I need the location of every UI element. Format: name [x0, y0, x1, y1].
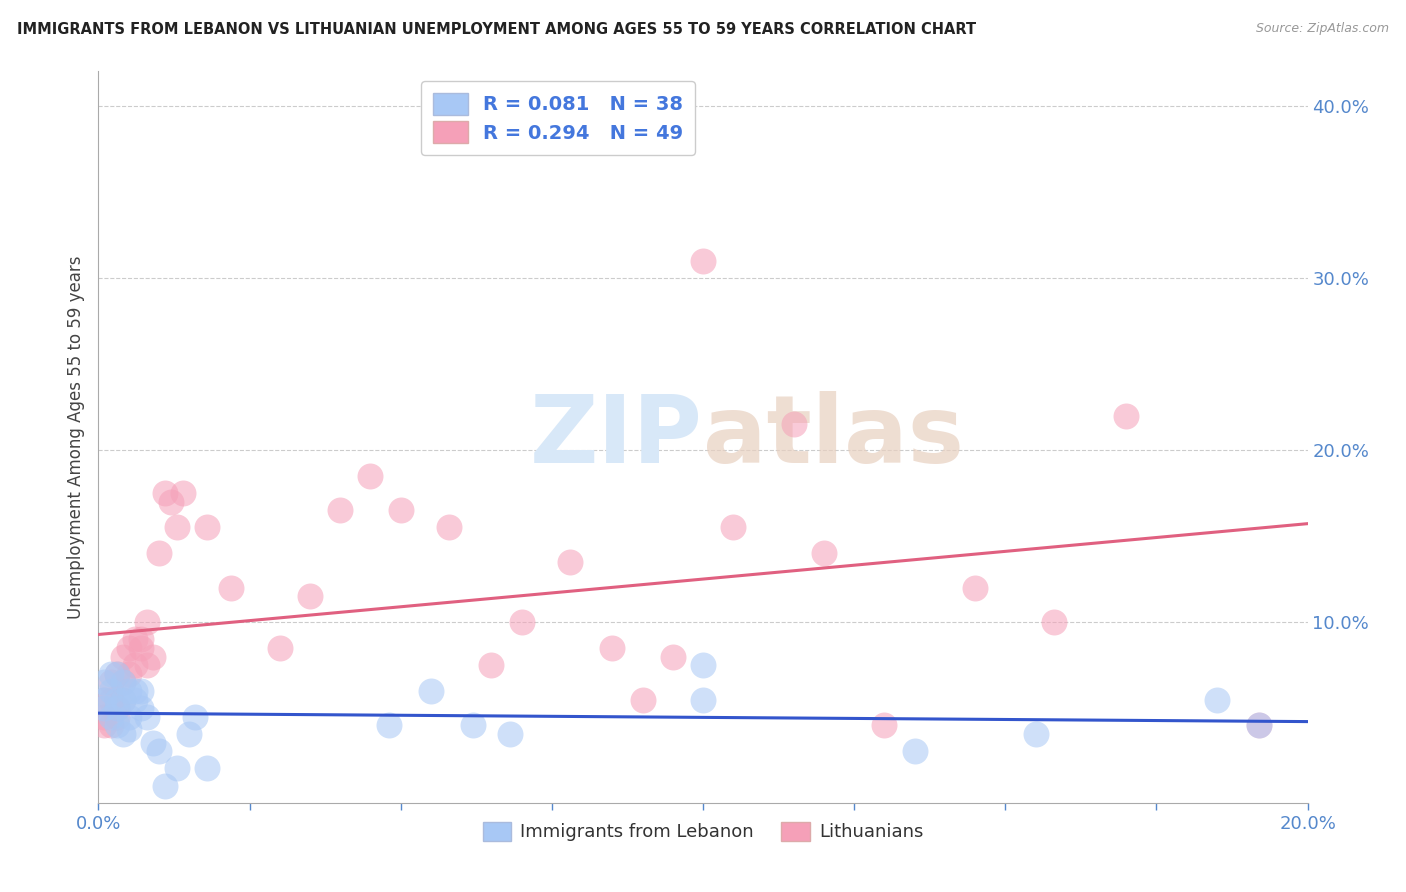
- Point: [118, 710, 141, 724]
- Point: [142, 735, 165, 749]
- Point: [873, 718, 896, 732]
- Point: [299, 589, 322, 603]
- Point: [118, 684, 141, 698]
- Point: [93, 675, 115, 690]
- Point: [1249, 718, 1271, 732]
- Point: [498, 727, 520, 741]
- Point: [111, 675, 134, 690]
- Text: IMMIGRANTS FROM LEBANON VS LITHUANIAN UNEMPLOYMENT AMONG AGES 55 TO 59 YEARS COR: IMMIGRANTS FROM LEBANON VS LITHUANIAN UN…: [17, 22, 976, 37]
- Point: [153, 779, 176, 793]
- Point: [783, 417, 806, 432]
- Point: [269, 640, 291, 655]
- Point: [329, 503, 352, 517]
- Point: [1206, 692, 1229, 706]
- Point: [105, 692, 128, 706]
- Point: [129, 632, 152, 647]
- Point: [105, 701, 128, 715]
- Point: [100, 718, 122, 732]
- Point: [692, 692, 714, 706]
- Point: [124, 684, 146, 698]
- Point: [111, 649, 134, 664]
- Point: [602, 640, 624, 655]
- Point: [148, 546, 170, 560]
- Point: [135, 658, 157, 673]
- Point: [558, 555, 581, 569]
- Point: [692, 658, 714, 673]
- Point: [631, 692, 654, 706]
- Point: [195, 520, 218, 534]
- Point: [172, 486, 194, 500]
- Point: [135, 710, 157, 724]
- Point: [481, 658, 503, 673]
- Point: [166, 761, 188, 775]
- Point: [111, 675, 134, 690]
- Point: [360, 468, 382, 483]
- Point: [437, 520, 460, 534]
- Point: [463, 718, 485, 732]
- Point: [111, 727, 134, 741]
- Point: [1115, 409, 1137, 423]
- Legend: Immigrants from Lebanon, Lithuanians: Immigrants from Lebanon, Lithuanians: [475, 814, 931, 848]
- Point: [510, 615, 533, 629]
- Point: [160, 494, 183, 508]
- Point: [111, 692, 134, 706]
- Point: [420, 684, 443, 698]
- Point: [100, 692, 122, 706]
- Point: [1249, 718, 1271, 732]
- Point: [111, 692, 134, 706]
- Point: [723, 520, 745, 534]
- Point: [124, 692, 146, 706]
- Point: [1042, 615, 1064, 629]
- Point: [153, 486, 176, 500]
- Point: [93, 710, 115, 724]
- Point: [377, 718, 399, 732]
- Point: [813, 546, 835, 560]
- Point: [129, 640, 152, 655]
- Point: [661, 649, 683, 664]
- Point: [93, 701, 115, 715]
- Point: [221, 581, 243, 595]
- Text: ZIP: ZIP: [530, 391, 703, 483]
- Point: [105, 666, 128, 681]
- Point: [184, 710, 207, 724]
- Point: [166, 520, 188, 534]
- Point: [105, 718, 128, 732]
- Point: [118, 722, 141, 736]
- Point: [105, 701, 128, 715]
- Point: [142, 649, 165, 664]
- Point: [124, 632, 146, 647]
- Point: [389, 503, 412, 517]
- Point: [118, 640, 141, 655]
- Text: Source: ZipAtlas.com: Source: ZipAtlas.com: [1256, 22, 1389, 36]
- Point: [100, 684, 122, 698]
- Text: atlas: atlas: [703, 391, 965, 483]
- Point: [1024, 727, 1046, 741]
- Point: [148, 744, 170, 758]
- Point: [195, 761, 218, 775]
- Point: [100, 675, 122, 690]
- Point: [135, 615, 157, 629]
- Point: [692, 253, 714, 268]
- Y-axis label: Unemployment Among Ages 55 to 59 years: Unemployment Among Ages 55 to 59 years: [66, 255, 84, 619]
- Point: [93, 692, 115, 706]
- Point: [93, 692, 115, 706]
- Point: [100, 666, 122, 681]
- Point: [965, 581, 987, 595]
- Point: [904, 744, 927, 758]
- Point: [118, 666, 141, 681]
- Point: [105, 666, 128, 681]
- Point: [93, 718, 115, 732]
- Point: [129, 701, 152, 715]
- Point: [100, 710, 122, 724]
- Point: [129, 684, 152, 698]
- Point: [124, 658, 146, 673]
- Point: [179, 727, 201, 741]
- Point: [105, 710, 128, 724]
